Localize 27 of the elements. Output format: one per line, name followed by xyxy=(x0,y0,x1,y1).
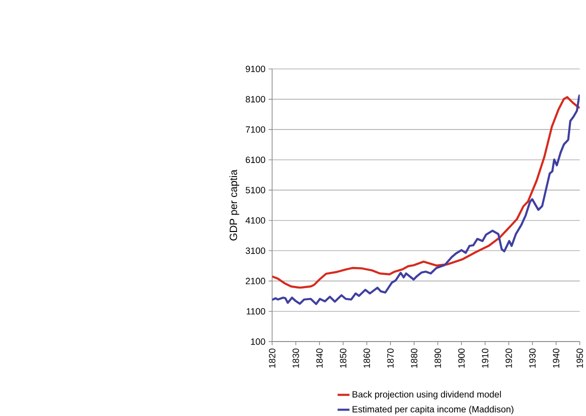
y-axis-title: GDP per captia xyxy=(229,169,240,240)
x-tick-label: 1910 xyxy=(482,348,488,368)
x-tick-label: 1890 xyxy=(434,348,441,368)
x-tick-label: 1820 xyxy=(268,348,276,368)
legend-label: Back projection using dividend model xyxy=(352,390,501,400)
x-tick-label: 1880 xyxy=(410,348,418,368)
y-tick-label: 1100 xyxy=(246,308,266,314)
x-tick-label: 1950 xyxy=(576,348,583,368)
y-tick-label: 8100 xyxy=(246,96,266,102)
legend-label: Estimated per capita income (Maddison) xyxy=(352,406,514,414)
y-tick-label: 100 xyxy=(251,338,266,345)
x-tick-label: 1840 xyxy=(316,348,323,368)
x-tick-label: 1930 xyxy=(529,348,536,368)
y-tick-label: 2100 xyxy=(246,278,266,284)
y-tick-label: 9100 xyxy=(246,65,266,72)
y-tick-label: 4100 xyxy=(246,216,266,224)
x-tick-label: 1830 xyxy=(292,348,300,368)
x-tick-label: 1870 xyxy=(387,348,394,368)
y-tick-label: 6100 xyxy=(246,156,266,163)
y-tick-label: 3100 xyxy=(246,247,266,254)
y-tick-label: 7100 xyxy=(246,126,266,132)
x-tick-label: 1850 xyxy=(340,348,346,368)
x-tick-label: 1900 xyxy=(458,348,465,368)
x-tick-label: 1860 xyxy=(364,348,370,368)
y-tick-label: 5100 xyxy=(246,186,266,194)
x-tick-label: 1940 xyxy=(552,348,560,368)
x-tick-label: 1920 xyxy=(506,348,512,368)
